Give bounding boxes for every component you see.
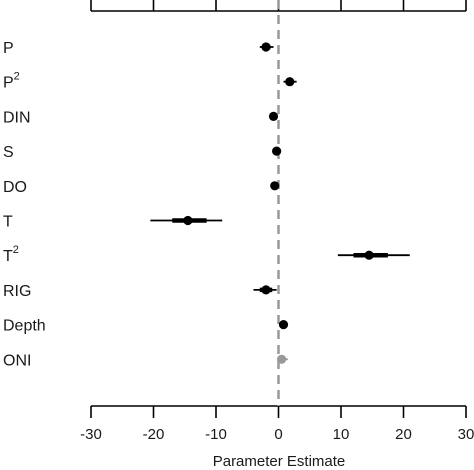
point-estimate <box>277 354 287 364</box>
point-estimate <box>285 77 295 87</box>
row-label: S <box>3 144 14 161</box>
point-estimate <box>278 320 289 330</box>
row-label: T2 <box>3 244 19 265</box>
row-label: ONI <box>3 352 31 369</box>
point-estimate <box>270 181 280 191</box>
x-tick-label: -30 <box>80 426 102 443</box>
row-label-text: RIG <box>3 283 31 300</box>
row-label-text: P <box>3 40 14 57</box>
x-tick-label: -20 <box>143 426 165 443</box>
row-label-text: DIN <box>3 109 31 126</box>
row-label: DIN <box>3 109 31 126</box>
row-label-text: T <box>3 248 13 265</box>
x-tick-label: 20 <box>395 426 412 443</box>
x-tick-label: 30 <box>458 426 474 443</box>
point-estimate <box>183 215 193 226</box>
row-label-text: T <box>3 214 13 231</box>
row-label-text: P <box>3 75 14 92</box>
row-label: DO <box>3 179 27 196</box>
point-estimate <box>364 250 374 260</box>
row-label-superscript: 2 <box>14 71 20 83</box>
row-label: P <box>3 40 14 57</box>
x-axis-title: Parameter Estimate <box>213 453 346 470</box>
x-tick-label: -10 <box>205 426 227 443</box>
row-label: P2 <box>3 71 20 92</box>
row-label: T <box>3 214 13 231</box>
point-estimate <box>261 42 271 52</box>
row-label: Depth <box>3 318 46 335</box>
row-label-superscript: 2 <box>13 244 19 256</box>
point-estimates <box>150 42 410 364</box>
x-tick-label: 0 <box>274 426 282 443</box>
row-label: RIG <box>3 283 31 300</box>
point-estimate <box>268 111 279 121</box>
x-tick-label: 10 <box>333 426 350 443</box>
point-estimate <box>272 146 282 156</box>
row-label-text: S <box>3 144 14 161</box>
row-label-text: Depth <box>3 318 46 335</box>
bottom-axis: -30 -20 -10 0 10 20 30 <box>80 405 474 443</box>
row-label-text: DO <box>3 179 27 196</box>
point-estimate <box>261 285 271 295</box>
row-label-text: ONI <box>3 352 31 369</box>
